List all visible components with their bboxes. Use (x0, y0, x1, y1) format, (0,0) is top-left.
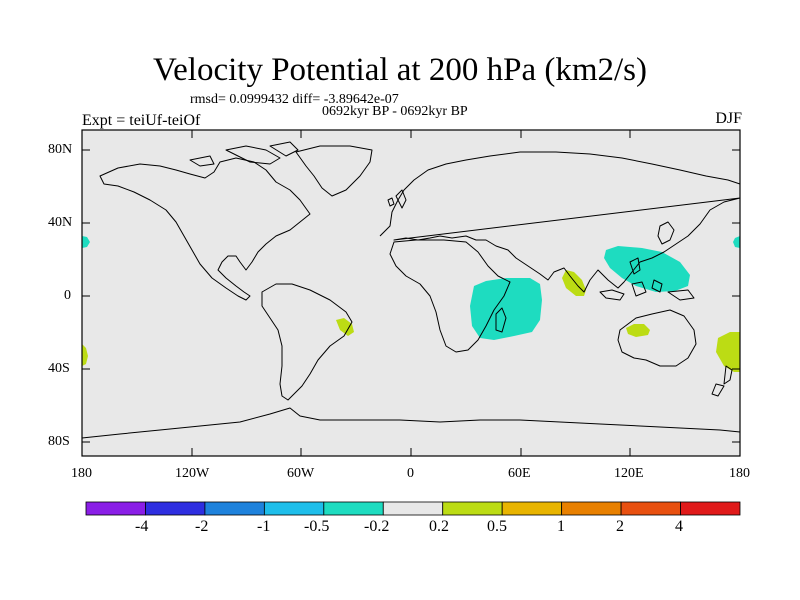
colorbar-label: -1 (257, 518, 271, 535)
anomaly-dateline-north-negative-east (733, 236, 740, 248)
colorbar-swatch (442, 501, 503, 516)
lon-label-180e: 180 (729, 466, 750, 481)
lat-label-40n: 40N (48, 215, 73, 230)
coastline-antarctica (81, 407, 741, 439)
colorbar-swatch (85, 501, 146, 516)
colorbar-swatch (204, 501, 265, 516)
lon-label-60e: 60E (508, 466, 531, 481)
coastline-africa (389, 239, 511, 353)
coastline-south-america (261, 283, 353, 401)
colorbar-swatch (323, 501, 384, 516)
coastline-layer (81, 141, 741, 439)
coastline-maritime-continent (599, 257, 695, 301)
lon-label-60w: 60W (287, 466, 315, 481)
coastline-madagascar (495, 307, 507, 333)
colorbar-label: -0.2 (364, 518, 390, 535)
colorbar-label: 4 (675, 518, 683, 535)
coastline-british-isles (387, 189, 407, 209)
lat-label-0: 0 (64, 288, 71, 303)
colorbar-label: -4 (135, 518, 149, 535)
colorbar-label: 0.2 (429, 518, 449, 535)
coastline-arctic-islands (189, 141, 299, 167)
colorbar-label: 1 (557, 518, 565, 535)
lon-label-120w: 120W (175, 466, 210, 481)
colorbar-label: 2 (616, 518, 624, 535)
experiment-label: Expt = teiUf-teiOf (82, 112, 201, 129)
lon-tick-marks (81, 130, 741, 456)
chart-title: Velocity Potential at 200 hPa (km2/s) (152, 52, 648, 88)
lat-label-80n: 80N (48, 142, 73, 157)
lon-label-180w: 180 (71, 466, 92, 481)
anomaly-bay-of-bengal-positive (562, 270, 586, 296)
colorbar-swatch (382, 501, 444, 516)
coastline-north-america (99, 157, 311, 301)
anomaly-layer (82, 236, 740, 372)
coastline-japan (657, 221, 675, 245)
coastline-australia (617, 309, 697, 367)
coastline-greenland (295, 145, 373, 197)
colorbar-swatch (561, 501, 622, 516)
lat-label-80s: 80S (48, 434, 70, 449)
colorbar (85, 501, 741, 516)
colorbar-label: -0.5 (304, 518, 330, 535)
anomaly-east-africa-indian-ocean-negative (470, 278, 542, 340)
anomaly-south-atlantic-positive (336, 318, 354, 336)
season-label: DJF (715, 110, 742, 127)
colorbar-swatch (145, 501, 206, 516)
colorbar-label: 0.5 (487, 518, 507, 535)
lat-tick-marks (82, 149, 740, 443)
colorbar-swatch (680, 501, 741, 516)
colorbar-swatch (263, 501, 325, 516)
anomaly-northern-australia-positive (626, 324, 650, 337)
period-text: 0692kyr BP - 0692kyr BP (322, 104, 468, 119)
lon-label-0: 0 (407, 466, 414, 481)
lon-label-120e: 120E (614, 466, 644, 481)
lat-label-40s: 40S (48, 361, 70, 376)
anomaly-western-pacific-negative (604, 246, 690, 292)
anomaly-southwest-pacific-positive (716, 332, 740, 372)
colorbar-swatch (501, 501, 563, 516)
anomaly-dateline-north-negative-west (82, 236, 90, 248)
anomaly-dateline-south-positive-west (82, 344, 88, 366)
coastline-new-zealand (711, 365, 733, 397)
colorbar-label: -2 (195, 518, 209, 535)
colorbar-swatch (620, 501, 681, 516)
map-background (82, 130, 740, 456)
rmsd-diff-text: rmsd= 0.0999432 diff= -3.89642e-07 (190, 92, 399, 107)
